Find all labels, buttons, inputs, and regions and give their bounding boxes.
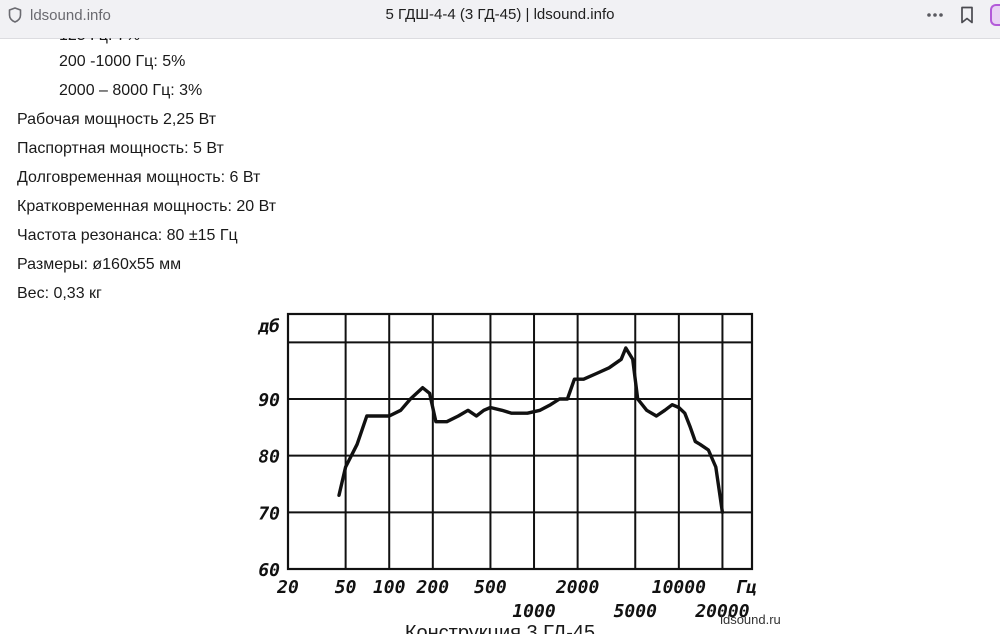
spec-weight: Вес: 0,33 кг <box>17 285 102 302</box>
caption: Конструкция 3 ГД-45 <box>404 622 596 634</box>
chart-y-tick-label: 80 <box>258 447 280 468</box>
chart-x-tick-label: 20000 <box>694 601 749 622</box>
chart-x-tick-label: 20 <box>276 577 299 598</box>
spec-long-term-power: Долговременная мощность: 6 Вт <box>17 169 261 186</box>
chart-watermark: ldsound.ru <box>720 612 780 627</box>
spec-working-power: Рабочая мощность 2,25 Вт <box>17 111 217 128</box>
article-content: 125 Гц: 7% 200 -1000 Гц: 5% 2000 – 8000 … <box>0 38 1000 634</box>
chart-y-tick-label: 70 <box>258 503 280 524</box>
chart-y-tick-label: 90 <box>258 390 280 411</box>
chart-x-tick-label: 50 <box>335 577 357 598</box>
bookmark-icon[interactable] <box>960 6 974 24</box>
spec-dimensions: Размеры: ø160x55 мм <box>17 256 182 273</box>
chart-x-tick-label: 100 <box>373 577 406 598</box>
more-icon[interactable] <box>926 12 944 18</box>
site-name[interactable]: ldsound.info <box>30 6 111 24</box>
spec-resonance-frequency: Частота резонанса: 80 ±15 Гц <box>17 227 238 244</box>
spec-indented-1: 200 -1000 Гц: 5% <box>59 53 186 70</box>
spec-rated-power: Паспортная мощность: 5 Вт <box>17 140 224 157</box>
chart-x-axis-label: Гц <box>735 577 757 598</box>
frequency-response-chart: 60 70 80 90 дб 20 50 100 200 500 2000 10000 1000 5000… <box>240 309 780 629</box>
shield-icon[interactable] <box>8 7 22 23</box>
chart-y-axis-label: дб <box>257 316 280 337</box>
spec-short-term-power: Кратковременная мощность: 20 Вт <box>17 198 277 215</box>
chart-x-tick-label: 2000 <box>555 577 600 598</box>
chart-x-tick-label: 5000 <box>614 601 658 622</box>
page-title: 5 ГДШ-4-4 (3 ГД-45) | ldsound.info <box>385 6 615 23</box>
chart-x-tick-label: 500 <box>474 577 507 598</box>
chart-x-tick-label: 200 <box>416 577 450 598</box>
chart-y-tick-label: 60 <box>258 560 280 581</box>
site-identity[interactable]: ldsound.info <box>8 0 111 30</box>
chart-svg: 60 70 80 90 дб 20 50 100 200 500 2000 10000 1000 5000… <box>257 312 780 627</box>
chart-x-tick-label: 10000 <box>652 577 706 598</box>
spec-indented-2: 2000 – 8000 Гц: 3% <box>59 82 203 99</box>
chart-frame <box>286 312 754 571</box>
browser-toolbar: ldsound.info 5 ГДШ-4-4 (3 ГД-45) | ldsou… <box>0 0 1000 39</box>
spec-line-cut: 125 Гц: 7% <box>59 38 140 46</box>
extension-icon[interactable] <box>990 4 1000 26</box>
chart-x-tick-label: 1000 <box>512 601 556 622</box>
chart-series-line <box>337 346 725 514</box>
